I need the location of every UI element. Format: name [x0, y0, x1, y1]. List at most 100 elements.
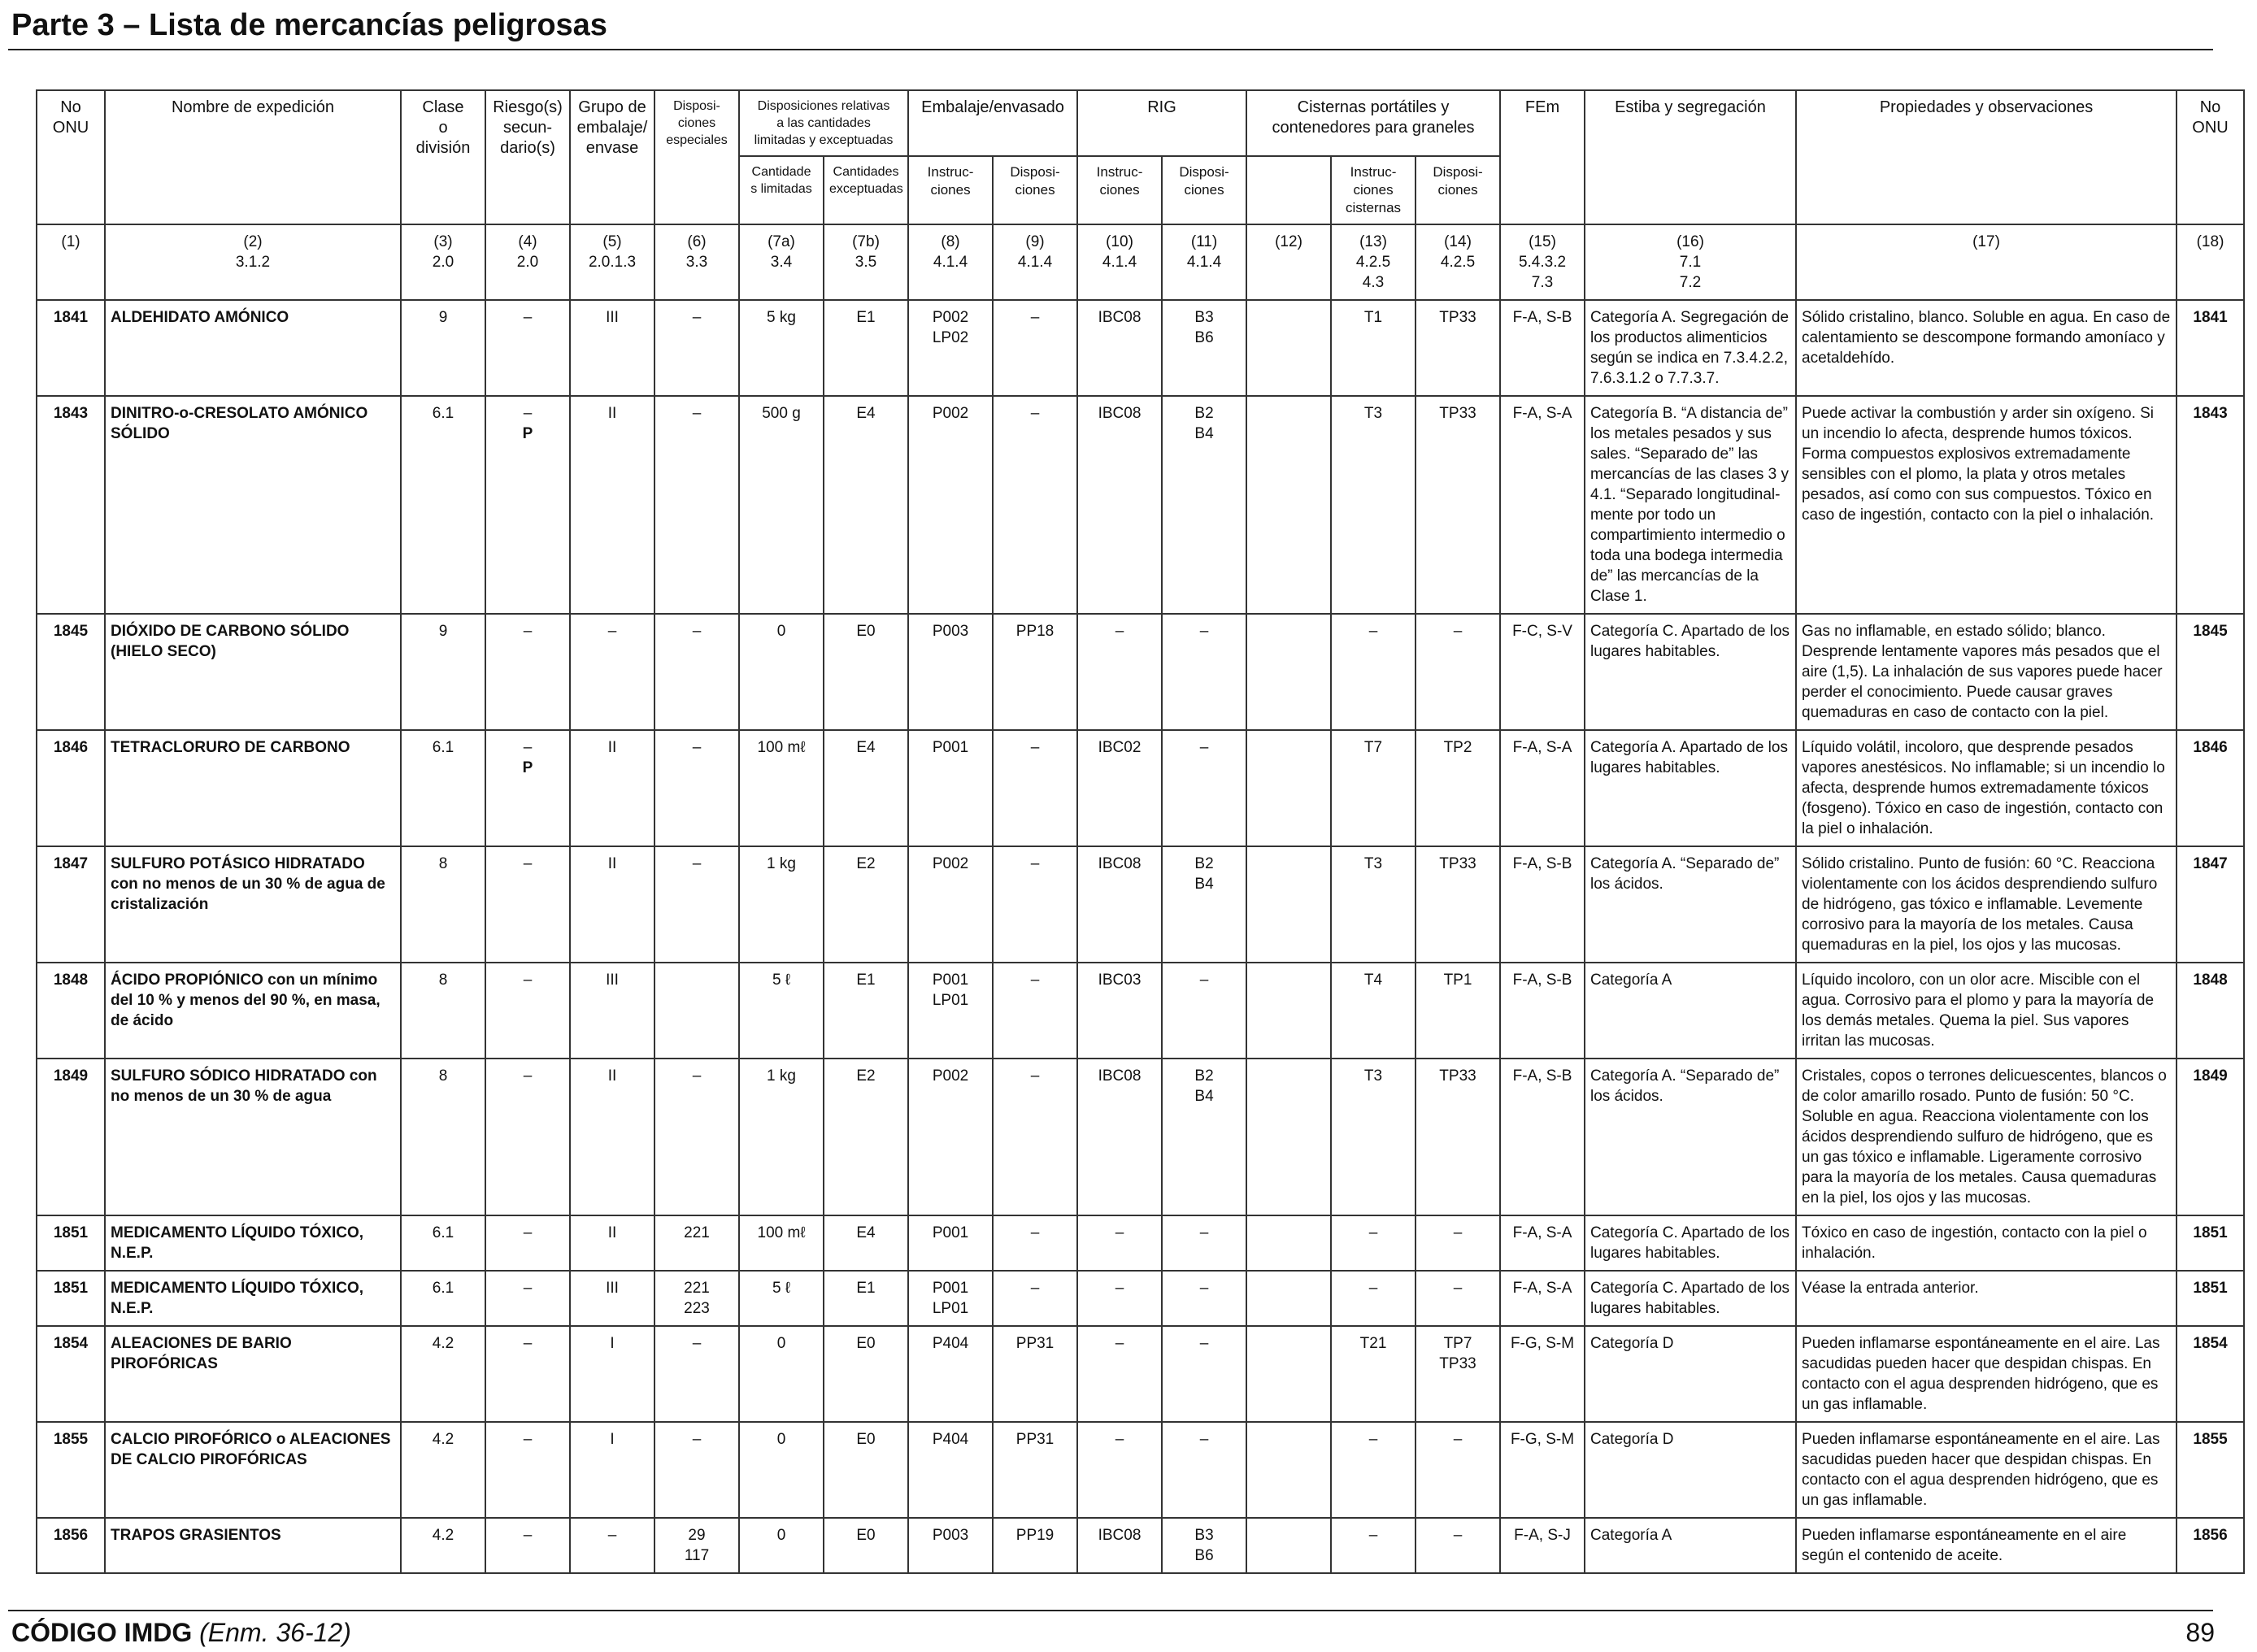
cell-cant-exc: E4 — [822, 395, 910, 615]
column-number: (13) 4.2.5 4.3 — [1330, 224, 1417, 301]
column-number: (11) 4.1.4 — [1161, 224, 1248, 301]
cell-disp-esp: – — [654, 729, 740, 847]
cell-estiba: Categoría A. Segregación de los producto… — [1584, 299, 1798, 397]
cell-cant-exc: E0 — [822, 1325, 910, 1423]
cell-rig-disp: – — [1161, 613, 1248, 731]
cell-emb-instr: P002 — [907, 1058, 994, 1216]
cell-no-onu-end: 1843 — [2176, 395, 2246, 615]
cell-rig-instr: – — [1076, 613, 1163, 731]
cell-disp-esp: – — [654, 395, 740, 615]
header-rig-instr: Instruc- ciones — [1076, 155, 1163, 225]
cell-col-12 — [1246, 1517, 1333, 1574]
cell-no-onu-end: 1851 — [2176, 1270, 2246, 1327]
cell-propiedades: Puede activar la combustión y arder sin … — [1795, 395, 2178, 615]
header-cis-instr: Instruc- ciones cisternas — [1330, 155, 1417, 225]
cell-cant-lim: 5 kg — [738, 299, 824, 397]
cell-rig-instr: IBC08 — [1076, 846, 1163, 963]
cell-no-onu-end: 1854 — [2176, 1325, 2246, 1423]
header-cant-exc: Cantidades exceptuadas — [822, 155, 910, 225]
header-disp-esp: Disposi- ciones especiales — [654, 89, 740, 225]
cell-emb-instr: P002 LP02 — [907, 299, 994, 397]
cell-cis-disp: – — [1415, 613, 1502, 731]
table-row: 1845 DIÓXIDO DE CARBONO SÓLIDO (HIELO SEC… — [36, 613, 2246, 731]
header-cis-disp: Disposi- ciones — [1415, 155, 1502, 225]
cell-disp-esp: – — [654, 846, 740, 963]
header-grupo: Grupo de embalaje/ envase — [569, 89, 655, 225]
cell-emb-disp: PP19 — [992, 1517, 1079, 1574]
cell-cis-disp: TP33 — [1415, 846, 1502, 963]
cell-cis-disp: – — [1415, 1215, 1502, 1272]
header-emb-instr: Instruc- ciones — [907, 155, 994, 225]
cell-emb-disp: – — [992, 1058, 1079, 1216]
table-row: 1843 DINITRO-o-CRESOLATO AMÓNICO SÓLIDO 6.… — [36, 395, 2246, 615]
cell-propiedades: Tóxico en caso de ingestión, contacto co… — [1795, 1215, 2178, 1272]
cell-estiba: Categoría A. “Separado de” los ácidos. — [1584, 846, 1798, 963]
cell-clase: 6.1 — [400, 1215, 486, 1272]
cell-clase: 8 — [400, 962, 486, 1059]
cell-cant-lim: 1 kg — [738, 1058, 824, 1216]
cell-no-onu-end: 1855 — [2176, 1421, 2246, 1519]
table-row: 1851 MEDICAMENTO LÍQUIDO TÓXICO, N.E.P. 6.… — [36, 1270, 2246, 1327]
header-disp-rel: Disposiciones relativas a las cantidades… — [737, 89, 910, 157]
cell-rig-disp: – — [1161, 1215, 1248, 1272]
header-rig: RIG — [1076, 89, 1248, 157]
cell-grupo: II — [569, 846, 655, 963]
cell-estiba: Categoría C. Apartado de los lugares hab… — [1584, 1215, 1798, 1272]
cell-no-onu-end: 1848 — [2176, 962, 2246, 1059]
column-number: (14) 4.2.5 — [1415, 224, 1502, 301]
cell-clase: 9 — [400, 613, 486, 731]
cell-col-12 — [1246, 1058, 1333, 1216]
cell-no-onu: 1848 — [36, 962, 106, 1059]
cell-cant-lim: 0 — [738, 1517, 824, 1574]
cell-riesgo: – — [485, 613, 571, 731]
cell-no-onu: 1855 — [36, 1421, 106, 1519]
cell-propiedades: Pueden inflamarse espontáneamente en el … — [1795, 1325, 2178, 1423]
cell-rig-disp: – — [1161, 962, 1248, 1059]
cell-cant-lim: 5 ℓ — [738, 962, 824, 1059]
table-row: 1855 CALCIO PIROFÓRICO o ALEACIONES DE CA… — [36, 1421, 2246, 1519]
cell-cis-disp: TP2 — [1415, 729, 1502, 847]
cell-col-12 — [1246, 962, 1333, 1059]
cell-nombre: DINITRO-o-CRESOLATO AMÓNICO SÓLIDO — [104, 395, 402, 615]
cell-estiba: Categoría A — [1584, 962, 1798, 1059]
cell-cis-disp: TP33 — [1415, 395, 1502, 615]
cell-cant-exc: E0 — [822, 1517, 910, 1574]
cell-no-onu: 1849 — [36, 1058, 106, 1216]
column-number: (17) — [1795, 224, 2178, 301]
cell-fem: F-A, S-B — [1499, 299, 1586, 397]
header-nombre: Nombre de expedición — [104, 89, 402, 225]
column-number: (3) 2.0 — [400, 224, 486, 301]
cell-col-12 — [1246, 1421, 1333, 1519]
cell-cant-lim: 0 — [738, 613, 824, 731]
cell-propiedades: Sólido cristalino. Punto de fusión: 60 °… — [1795, 846, 2178, 963]
cell-emb-disp: – — [992, 1215, 1079, 1272]
cell-cis-instr: T1 — [1330, 299, 1417, 397]
cell-fem: F-A, S-B — [1499, 962, 1586, 1059]
cell-col-12 — [1246, 729, 1333, 847]
cell-estiba: Categoría A — [1584, 1517, 1798, 1574]
cell-no-onu: 1843 — [36, 395, 106, 615]
cell-emb-instr: P003 — [907, 1517, 994, 1574]
table-row: 1849 SULFURO SÓDICO HIDRATADO con no meno… — [36, 1058, 2246, 1216]
table-row: 1851 MEDICAMENTO LÍQUIDO TÓXICO, N.E.P. 6.… — [36, 1215, 2246, 1272]
cell-col-12 — [1246, 846, 1333, 963]
header-cant-lim: Cantidade s limitadas — [738, 155, 824, 225]
cell-fem: F-A, S-A — [1499, 395, 1586, 615]
cell-cis-disp: – — [1415, 1517, 1502, 1574]
cell-emb-disp: – — [992, 729, 1079, 847]
cell-rig-instr: IBC02 — [1076, 729, 1163, 847]
column-number: (18) — [2176, 224, 2246, 301]
cell-col-12 — [1246, 1215, 1333, 1272]
cell-cant-exc: E4 — [822, 1215, 910, 1272]
cell-cant-lim: 0 — [738, 1325, 824, 1423]
cell-cis-instr: – — [1330, 1270, 1417, 1327]
cell-cant-exc: E2 — [822, 1058, 910, 1216]
header-emb-disp: Disposi- ciones — [992, 155, 1079, 225]
cell-cant-lim: 1 kg — [738, 846, 824, 963]
cell-clase: 4.2 — [400, 1421, 486, 1519]
column-number: (2) 3.1.2 — [104, 224, 402, 301]
footer-code-name: CÓDIGO IMDG — [11, 1618, 193, 1647]
cell-rig-instr: IBC08 — [1076, 1058, 1163, 1216]
cell-rig-disp: – — [1161, 1325, 1248, 1423]
cell-no-onu-end: 1851 — [2176, 1215, 2246, 1272]
